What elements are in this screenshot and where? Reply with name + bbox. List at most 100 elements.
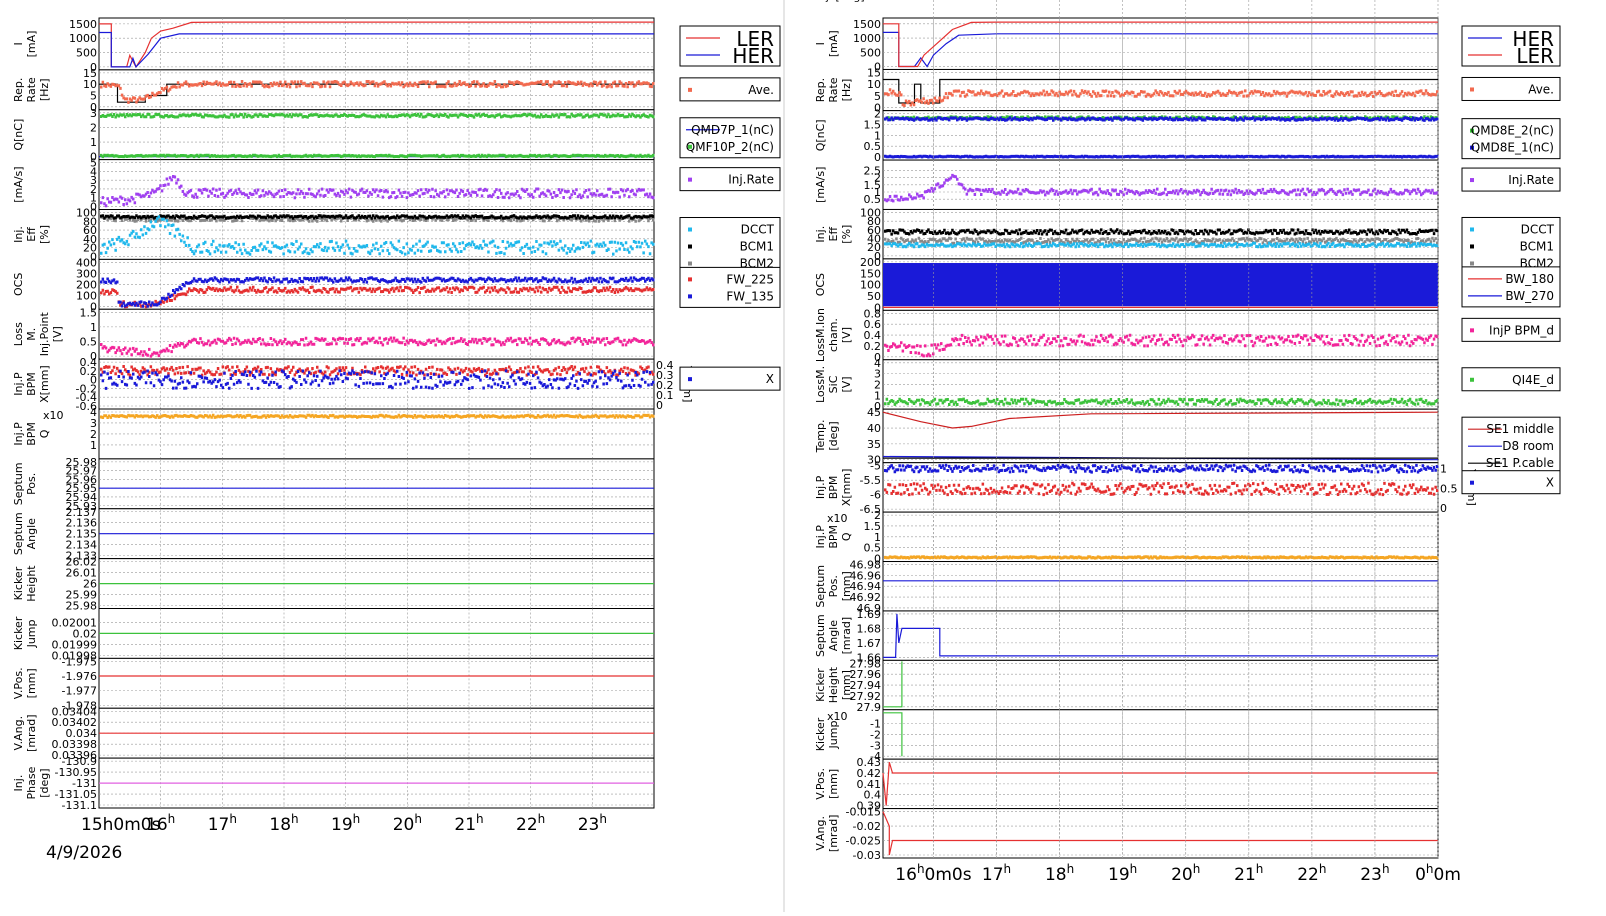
chart0-kickh-ylabel-0: Kicker [12, 566, 25, 600]
chart1-phase-ytick-2: 95.95 [850, 0, 882, 3]
chart0-rep-ytick-3: 0 [90, 101, 97, 114]
chart1-bpmq-ytick-4: 0 [874, 553, 881, 566]
chart0-current-ytick-2: 500 [76, 47, 97, 60]
chart1-bpmx-ylabel-2: X[mm] [840, 469, 853, 507]
chart1-eff-legend-key-0 [1470, 227, 1474, 232]
chart1-kickj-ytick-2: -3 [870, 739, 881, 752]
chart1-injrate-ytick-1: 2 [874, 172, 881, 185]
chart1-vang-ytick-3: -0.03 [853, 849, 881, 862]
chart1-xtick-0: 16h0m0s [895, 862, 971, 885]
chart1-charge-legend-label-0: QMD8E_2(nC) [1471, 124, 1554, 138]
chart1-charge-ytick-0: 2 [874, 108, 881, 121]
chart1-phase-ylabel-2: [deg] [835, 0, 864, 3]
chart1-septang-series-0 [883, 613, 1438, 658]
chart0-charge-legend-label-0: QMD7P_1(nC) [691, 123, 774, 137]
chart0-bpmx-legend-label-0: X [766, 372, 774, 386]
chart0-ocs-legend-key-1 [688, 294, 692, 299]
chart0-eff-legend-key-2 [688, 261, 692, 266]
chart1-eff-ytick-5: 0 [874, 250, 881, 263]
chart0-bpmx-ytick-1: 0.2 [80, 365, 98, 378]
chart0-current-legend-label-1: HER [732, 44, 774, 68]
chart0-eff-series-1 [100, 214, 655, 220]
chart1-bpmq-ytick-3: 0.5 [864, 542, 882, 555]
chart1-bpmx-legend-box [1461, 470, 1561, 495]
chart1-lossslc-ylabel-0: LossM. [814, 366, 827, 403]
chart1-septpos-ytick-2: 46.94 [850, 580, 882, 593]
chart1-injrate-ytick-2: 1.5 [864, 179, 882, 192]
chart0-eff-ytick-4: 20 [83, 242, 97, 255]
chart1-bpmx-ytick-3: -6.5 [860, 503, 881, 516]
chart1-lossslc-ytick-1: 3 [874, 368, 881, 381]
chart0-bpmx-ylabel-2: X[mm] [38, 365, 51, 403]
chart1-ocs-legend-box [1461, 266, 1561, 308]
chart1-septang-ylabel-0: Septum [814, 614, 827, 657]
chart0-eff-ytick-3: 40 [83, 233, 97, 246]
chart0-vang-ylabel-1: [mrad] [25, 714, 38, 752]
chart0-bpmq-ylabel-2: Q [38, 429, 51, 438]
chart1-vpos-ylabel-0: V.Pos. [814, 768, 827, 800]
chart1-loss-ytick-4: 0 [874, 351, 881, 364]
chart1-temp-legend-label-2: SE1 P.cable [1486, 456, 1554, 470]
chart0-injrate-legend-box [679, 167, 781, 192]
chart1-loss-legend-box [1461, 317, 1561, 342]
chart0-rep-series-1 [100, 80, 655, 104]
chart0-eff-legend-box [679, 217, 781, 276]
chart1-septpos-ylabel-1: Pos. [827, 575, 840, 597]
chart1-bpmq-ylabel-2: Q [840, 532, 853, 541]
chart1-rep-ylabel-0: Rep. [814, 78, 827, 102]
chart0-kickh-ytick-1: 26.01 [66, 567, 98, 580]
chart1-xtick-6: 22h [1297, 862, 1326, 885]
chart1-ocs-legend-label-1: BW_270 [1505, 289, 1554, 303]
chart1-bpmx-ytick-1: -5.5 [860, 474, 881, 487]
chart0-septang-ytick-2: 2.135 [66, 528, 98, 541]
chart0-bpmx-series-0 [100, 365, 655, 377]
chart1-charge-legend-label-1: QMD8E_1(nC) [1471, 141, 1554, 155]
chart0-kickh-ylabel-1: Height [25, 565, 38, 602]
chart0-phase-ytick-4: -131.1 [62, 799, 97, 812]
chart1-eff-legend-label-0: DCCT [1521, 222, 1555, 236]
chart0-vang-ytick-2: 0.034 [66, 727, 98, 740]
chart1-kickj-multiplier: x10 [827, 710, 848, 723]
chart0-ocs-legend-box [679, 266, 781, 308]
chart0-injrate-ytick-0: 5 [90, 157, 97, 170]
chart1-temp-ytick-0: 45 [867, 406, 881, 419]
chart1-eff-ytick-3: 40 [867, 233, 881, 246]
chart1-eff-series-2 [884, 241, 1439, 249]
chart1-kickh-ylabel-0: Kicker [814, 668, 827, 702]
chart0-vang-ytick-1: 0.03402 [52, 716, 98, 729]
chart1-phase-ylabel-1: Phase [821, 0, 854, 3]
chart0-ocs-ytick-4: 0 [90, 300, 97, 313]
chart1-bpmq-series-0 [884, 555, 1439, 560]
chart0-bpmx-ytick-3: -0.2 [76, 382, 97, 395]
chart1-lossslc-ytick-3: 1 [874, 389, 881, 402]
chart0-eff-series-2 [100, 215, 655, 256]
date-label: 4/9/2026 [46, 843, 122, 863]
chart0-phase-ylabel-0: Inj. [12, 775, 25, 792]
chart1-eff-ytick-0: 100 [860, 206, 881, 219]
chart1-septang-ylabel-2: [mrad] [840, 617, 853, 655]
chart0-phase-ytick-1: -130.95 [55, 766, 97, 779]
chart1-injrate-ytick-4: 0.5 [864, 193, 882, 206]
chart1-lossslc-ytick-4: 0 [874, 400, 881, 413]
chart0-vang-ytick-4: 0.03396 [52, 749, 98, 762]
chart0-ocs-ytick-0: 400 [76, 256, 97, 269]
chart0-septang-ytick-4: 2.133 [66, 550, 98, 563]
chart0-bpmq-ytick-2: 2 [90, 428, 97, 441]
chart0-eff-ylabel-1: Eff [25, 227, 38, 242]
chart1-loss-ylabel-2: [V] [840, 327, 853, 343]
chart1-vang-frame [882, 808, 1439, 859]
chart1-septpos-ytick-0: 46.98 [850, 559, 882, 572]
chart0-charge-series-1 [100, 112, 655, 119]
chart1-kickh-ylabel-1: Height [827, 666, 840, 703]
chart0-injrate-legend-key-0 [688, 177, 692, 182]
chart1-charge-legend-key-0 [1470, 128, 1474, 133]
chart0-rep-ylabel-2: [Hz] [38, 78, 51, 101]
chart0-current-series-1 [99, 31, 654, 69]
chart0-injrate-ytick-3: 2 [90, 183, 97, 196]
chart0-ocs-legend-label-1: FW_135 [726, 289, 774, 303]
chart0-xtick-2: 18h [269, 812, 298, 835]
chart1-lossslc-legend-label-0: QI4E_d [1512, 373, 1554, 387]
chart1-lossslc-ylabel-2: [V] [840, 376, 853, 392]
chart1-rep-legend-box [1461, 76, 1561, 101]
chart0-current-legend-box [679, 25, 781, 67]
